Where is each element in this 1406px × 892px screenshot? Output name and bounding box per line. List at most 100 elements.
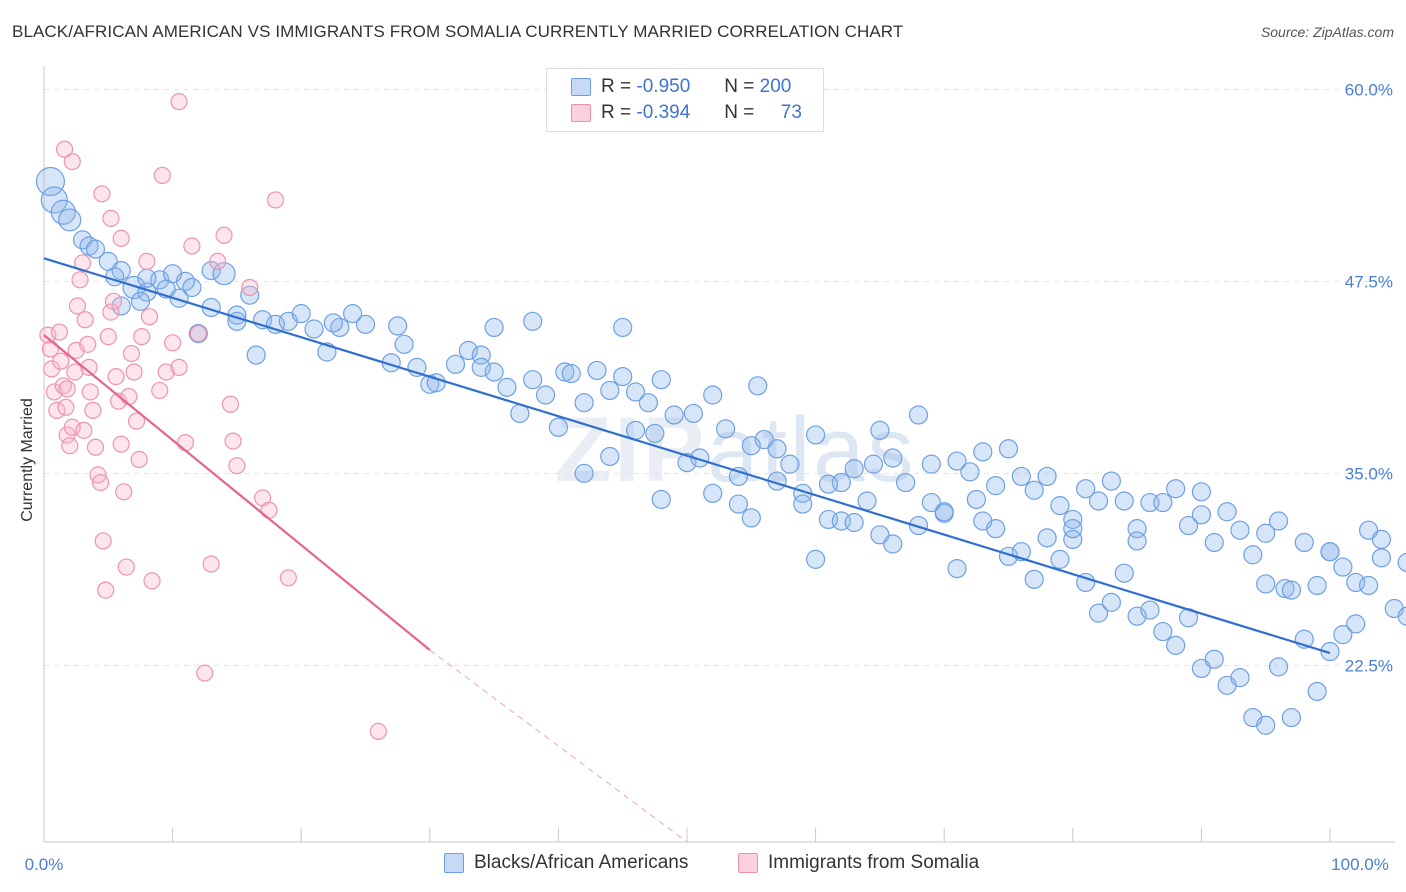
data-point-blacks <box>561 363 581 384</box>
y-tick-label: 60.0% <box>1345 80 1393 99</box>
data-point-somalia <box>140 308 159 326</box>
data-point-blacks <box>1037 528 1057 548</box>
data-point-somalia <box>224 432 242 450</box>
data-point-somalia <box>102 303 120 321</box>
data-point-blacks <box>793 494 813 514</box>
watermark-zip: ZIP <box>555 399 708 501</box>
data-point-somalia <box>115 483 133 501</box>
data-point-blacks <box>1333 625 1353 645</box>
data-point-somalia <box>84 401 102 419</box>
data-point-somalia <box>170 93 188 111</box>
data-point-somalia <box>112 435 130 453</box>
trend-line-blacks <box>43 257 1331 655</box>
data-point-blacks <box>966 489 986 510</box>
y-tick-label: 47.5% <box>1345 272 1393 291</box>
bottom-swatch-pink <box>738 853 758 873</box>
data-point-somalia <box>97 581 115 599</box>
data-point-blacks <box>587 360 607 381</box>
data-point-somalia <box>117 558 135 576</box>
data-point-somalia <box>48 401 66 419</box>
data-point-blacks <box>1088 491 1109 511</box>
tick-labels: 22.5% 35.0% 47.5% 60.0% 0.0% 100.0% <box>25 80 1393 874</box>
data-point-blacks <box>1371 548 1392 568</box>
data-point-blacks <box>896 472 916 493</box>
data-point-blacks <box>1191 482 1212 502</box>
gridlines <box>44 88 1395 666</box>
legend-n-label: N = <box>724 76 755 97</box>
data-point-blacks <box>1178 515 1199 536</box>
data-point-blacks <box>445 354 466 374</box>
data-point-blacks <box>613 366 633 387</box>
data-point-blacks <box>947 558 967 579</box>
data-point-blacks <box>1268 511 1289 531</box>
legend-n-value: 200 <box>759 76 792 97</box>
data-point-blacks <box>1127 531 1147 551</box>
data-point-blacks <box>1011 466 1031 487</box>
data-point-somalia <box>241 278 259 297</box>
legend-row-somalia: R = -0.394 N = 73 <box>571 101 802 125</box>
data-point-blacks <box>137 268 157 288</box>
data-point-somalia <box>122 344 141 363</box>
data-point-blacks <box>1050 549 1070 569</box>
data-point-somalia <box>221 395 240 413</box>
data-point-blacks <box>857 491 877 511</box>
data-point-blacks <box>908 515 929 536</box>
bottom-legend-somalia-label: Immigrants from Somalia <box>768 852 980 873</box>
legend-row-blacks: R = -0.950 N = 200 <box>571 75 791 99</box>
data-point-blacks <box>986 476 1006 496</box>
data-point-blacks <box>645 423 665 444</box>
data-point-somalia <box>176 434 195 452</box>
data-point-blacks <box>613 317 633 338</box>
data-point-blacks <box>574 463 594 483</box>
blacks-points <box>35 166 1406 735</box>
data-point-blacks <box>1397 552 1406 572</box>
legend-n-value: 73 <box>780 102 802 123</box>
legend-r-value: -0.950 <box>636 76 691 97</box>
data-point-blacks <box>35 166 66 197</box>
data-point-somalia <box>107 367 125 386</box>
source-credit: Source: ZipAtlas.com <box>1260 24 1394 40</box>
data-point-somalia <box>228 457 246 475</box>
data-point-blacks <box>343 304 363 324</box>
data-point-blacks <box>1256 574 1276 594</box>
data-point-blacks <box>1076 572 1096 593</box>
data-point-blacks <box>1268 657 1289 677</box>
data-point-blacks <box>1191 505 1212 525</box>
data-point-blacks <box>1153 621 1173 642</box>
data-point-blacks <box>1114 563 1134 583</box>
data-point-blacks <box>651 489 671 510</box>
data-point-blacks <box>1320 542 1340 562</box>
data-point-somalia <box>170 358 188 376</box>
data-point-somalia <box>157 363 175 381</box>
data-point-blacks <box>986 519 1006 539</box>
data-point-blacks <box>1358 575 1379 596</box>
bottom-legend-blacks-label: Blacks/African Americans <box>474 852 689 873</box>
data-point-somalia <box>99 328 117 346</box>
data-point-blacks <box>973 442 993 462</box>
data-point-blacks <box>471 357 491 377</box>
data-point-somalia <box>76 311 94 329</box>
data-point-blacks <box>1088 603 1109 623</box>
data-point-blacks <box>394 334 414 354</box>
data-point-blacks <box>111 296 131 316</box>
data-point-blacks <box>188 323 208 344</box>
data-point-blacks <box>1101 592 1121 612</box>
data-point-blacks <box>548 417 569 437</box>
watermark: ZIPatlas <box>555 398 916 503</box>
legend-n-label: N = <box>724 102 755 123</box>
legend-r-label: R = <box>601 76 632 97</box>
data-point-blacks <box>291 304 311 324</box>
data-point-blacks <box>355 314 376 334</box>
data-point-blacks <box>212 262 236 286</box>
data-point-somalia <box>86 438 105 456</box>
trend-line-somalia <box>43 334 431 651</box>
y-tick-label: 35.0% <box>1345 464 1393 483</box>
data-point-blacks <box>1256 523 1276 543</box>
data-point-blacks <box>1101 471 1121 491</box>
data-point-blacks <box>1024 569 1044 589</box>
data-point-blacks <box>921 492 941 513</box>
chart-title: BLACK/AFRICAN AMERICAN VS IMMIGRANTS FRO… <box>12 22 904 41</box>
data-point-blacks <box>555 362 575 382</box>
data-point-blacks <box>1397 606 1406 626</box>
data-point-blacks <box>921 454 941 474</box>
